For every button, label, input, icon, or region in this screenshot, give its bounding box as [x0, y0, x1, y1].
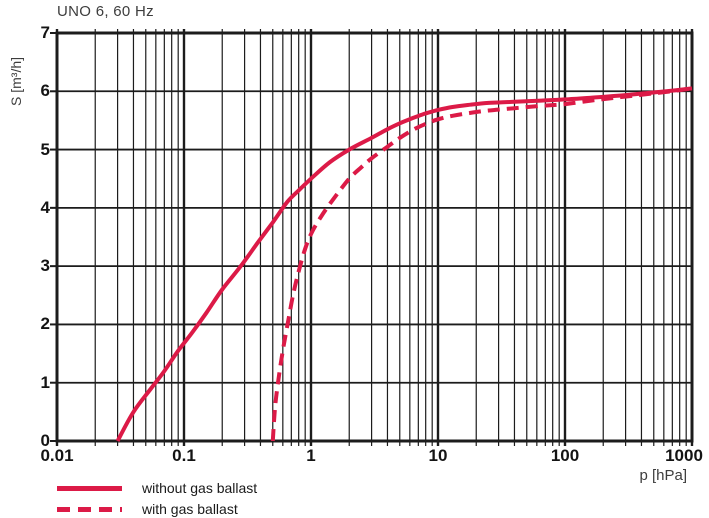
- y-tick-label: 1: [40, 372, 50, 392]
- x-tick-label: 1: [306, 446, 316, 465]
- y-tick-label: 6: [40, 81, 50, 101]
- curve-without-gas-ballast: [115, 86, 693, 442]
- legend-swatch-dashed-line-icon: [57, 506, 122, 512]
- y-tick-label: 5: [40, 139, 50, 159]
- legend-label-with-gas-ballast: with gas ballast: [142, 501, 238, 517]
- x-tick-label: 1000: [665, 446, 703, 465]
- curve-with-gas-ballast: [270, 86, 693, 442]
- y-tick-label: 0: [40, 431, 50, 450]
- x-tick-label: 100: [550, 446, 580, 465]
- y-tick-label: 2: [40, 314, 50, 334]
- plot-frame: [55, 31, 694, 443]
- x-tick-label: 0.1: [172, 446, 196, 465]
- legend-label-without-gas-ballast: without gas ballast: [142, 480, 258, 496]
- x-tick-label: 0.01: [40, 446, 74, 465]
- legend-item-with-gas-ballast: with gas ballast: [57, 501, 257, 517]
- legend-swatch-solid-line-icon: [57, 485, 122, 491]
- x-tick-label: 10: [428, 446, 448, 465]
- y-tick-label: 4: [40, 197, 50, 217]
- x-axis-label: p [hPa]: [639, 467, 687, 484]
- y-tick-label: 7: [40, 23, 50, 42]
- legend: without gas ballast with gas ballast: [57, 480, 257, 518]
- y-tick-label: 3: [40, 256, 50, 276]
- legend-item-without-gas-ballast: without gas ballast: [57, 480, 257, 496]
- chart-title: UNO 6, 60 Hz: [57, 3, 154, 20]
